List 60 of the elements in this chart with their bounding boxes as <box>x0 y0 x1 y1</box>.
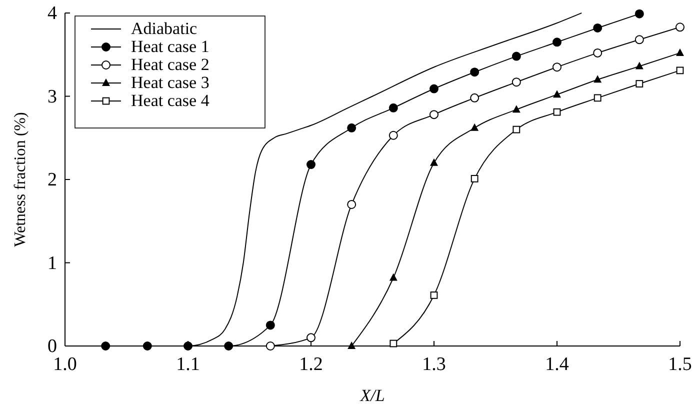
point <box>634 9 644 18</box>
point <box>347 123 356 132</box>
point <box>635 62 644 70</box>
point <box>470 174 478 182</box>
x-tick-label: 1.3 <box>422 354 446 375</box>
x-tick-label: 1.1 <box>176 354 200 375</box>
point <box>552 62 562 72</box>
point <box>552 38 562 47</box>
x-tick-label: 1.0 <box>53 354 77 375</box>
point <box>347 200 356 209</box>
x-tick-label: 1.4 <box>545 354 570 375</box>
point <box>388 130 398 140</box>
legend-label: Heat case 2 <box>131 55 210 74</box>
point <box>512 78 521 87</box>
point <box>634 35 644 44</box>
legend-label: Adiabatic <box>131 19 198 38</box>
point <box>388 103 398 112</box>
point <box>101 342 110 350</box>
y-axis-title: Wetness fraction (%) <box>12 112 29 247</box>
point <box>636 80 644 88</box>
point <box>512 52 521 61</box>
point <box>512 126 520 134</box>
x-tick-label: 1.2 <box>299 354 323 375</box>
y-tick-label: 1 <box>48 252 57 274</box>
point <box>142 342 152 350</box>
point <box>266 342 275 350</box>
point <box>594 75 602 83</box>
y-tick-label: 2 <box>48 170 57 190</box>
point <box>593 23 602 32</box>
point <box>553 90 561 98</box>
y-tick-label: 4 <box>48 3 58 24</box>
point <box>676 66 684 74</box>
point <box>390 340 398 348</box>
legend-label: Heat case 3 <box>131 73 210 92</box>
y-tick-label: 3 <box>48 86 57 108</box>
point <box>676 48 684 56</box>
point <box>348 342 356 349</box>
point <box>266 320 275 330</box>
point <box>676 22 684 32</box>
point <box>430 110 438 120</box>
legend-label: Heat case 4 <box>131 91 210 110</box>
point <box>430 292 438 299</box>
point <box>430 84 438 94</box>
x-axis-title: X/L <box>359 386 385 405</box>
point <box>470 68 480 77</box>
point <box>306 160 316 170</box>
point <box>593 48 602 58</box>
point <box>553 108 561 116</box>
point <box>224 342 234 350</box>
point <box>470 123 479 131</box>
point <box>389 273 398 281</box>
point <box>306 333 316 342</box>
point <box>184 342 192 350</box>
point <box>512 105 520 113</box>
point <box>430 158 438 166</box>
legend-label: Heat case 1 <box>131 37 210 56</box>
point <box>594 94 602 102</box>
x-tick-label: 1.5 <box>668 354 692 375</box>
y-tick-label: 0 <box>48 336 57 357</box>
point <box>470 93 480 102</box>
